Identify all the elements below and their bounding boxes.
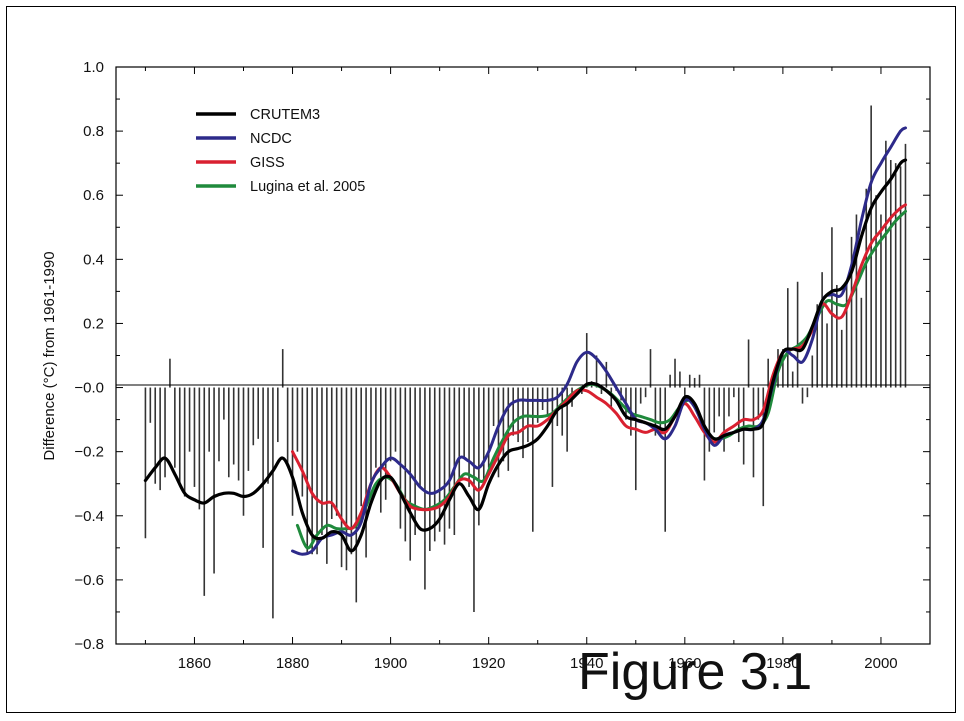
y-axis-title: Difference (°C) from 1961-1990 [41,251,58,460]
legend: CRUTEM3 NCDC GISS Lugina et al. 2005 [196,107,365,195]
y-tick-label: 0.8 [83,123,104,140]
series-line-ncdc [291,126,907,556]
y-tick-label: −0.2 [74,444,104,461]
x-tick-label: 1880 [276,655,309,672]
y-tick-label: −0.0 [74,380,104,397]
y-tick-label: 0.4 [83,251,104,268]
series-lines [143,126,908,556]
x-tick-label: 2000 [864,655,897,672]
y-axis-ticks: −0.8 −0.6 −0.4 −0.2 −0.0 0.2 0.4 0.6 0.8 1.0 [74,59,930,653]
x-tick-label: 1860 [178,655,211,672]
legend-label: GISS [250,155,285,171]
x-tick-label: 1900 [374,655,407,672]
y-tick-label: 1.0 [83,59,104,76]
x-axis-ticks: 1860 1880 1900 1920 1940 1960 1980 2000 [144,67,898,672]
legend-label: Lugina et al. 2005 [250,179,365,195]
series-line-lugina-et-al-2005 [295,209,907,550]
legend-label: CRUTEM3 [250,107,320,123]
legend-label: NCDC [250,131,292,147]
y-tick-label: −0.6 [74,572,104,589]
x-tick-label: 1920 [472,655,505,672]
y-tick-label: 0.6 [83,187,104,204]
x-tick-label: 1940 [570,655,603,672]
y-tick-label: −0.8 [74,636,104,653]
y-tick-label: 0.2 [83,315,104,332]
series-line-giss [291,203,907,531]
y-tick-label: −0.4 [74,508,104,525]
x-tick-label: 1980 [766,655,799,672]
x-tick-label: 1960 [668,655,701,672]
figure-label: Figure 3.1 [578,643,813,701]
series-line-crutem3 [143,158,908,553]
